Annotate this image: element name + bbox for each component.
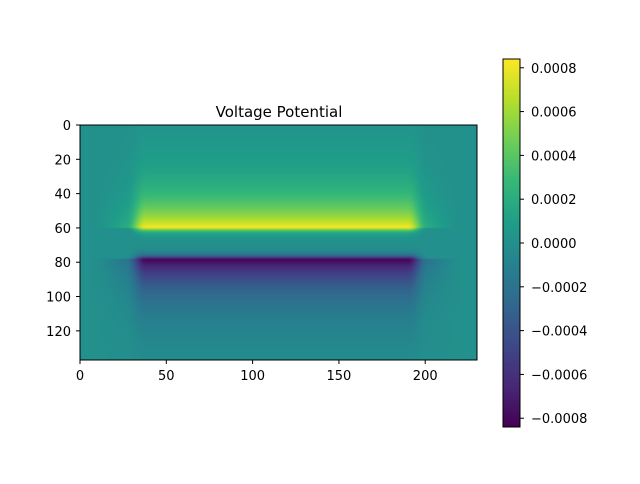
- colorbar-tick-label: −0.0008: [531, 412, 587, 427]
- x-tick-label: 200: [413, 369, 438, 384]
- y-tick-label: 100: [46, 291, 71, 306]
- x-tick-label: 0: [76, 369, 84, 384]
- y-tick-label: 0: [63, 119, 71, 134]
- y-axis: 0 20 40 60 80 100 120: [46, 119, 80, 340]
- colorbar-ticks: −0.0008 −0.0006 −0.0004 −0.0002 0.0000 0.0002…: [520, 62, 587, 427]
- colorbar-tick-label: 0.0008: [531, 62, 577, 77]
- heatmap-area: [79, 124, 478, 361]
- x-axis: 0 50 100 150 200: [76, 360, 438, 384]
- colorbar-tick-label: 0.0006: [531, 106, 577, 121]
- colorbar-tick-label: −0.0004: [531, 325, 587, 340]
- colorbar-tick-label: 0.0004: [531, 149, 577, 164]
- y-tick-label: 120: [46, 325, 71, 340]
- colorbar-tick-label: 0.0002: [531, 193, 577, 208]
- chart-title: Voltage Potential: [216, 103, 343, 121]
- x-tick-label: 150: [326, 369, 351, 384]
- x-tick-label: 100: [240, 369, 265, 384]
- y-tick-label: 40: [54, 188, 71, 203]
- colorbar-tick-label: −0.0006: [531, 368, 587, 383]
- y-tick-label: 80: [54, 256, 71, 271]
- x-tick-label: 50: [158, 369, 175, 384]
- colorbar-gradient: [503, 59, 520, 427]
- heatmap-image: [80, 125, 477, 360]
- y-tick-label: 60: [54, 222, 71, 237]
- y-tick-label: 20: [54, 153, 71, 168]
- colorbar-tick-label: −0.0002: [531, 281, 587, 296]
- colorbar: −0.0008 −0.0006 −0.0004 −0.0002 0.0000 0.0002…: [502, 58, 587, 428]
- colorbar-tick-label: 0.0000: [531, 237, 577, 252]
- heatmap-frame: [79, 124, 478, 361]
